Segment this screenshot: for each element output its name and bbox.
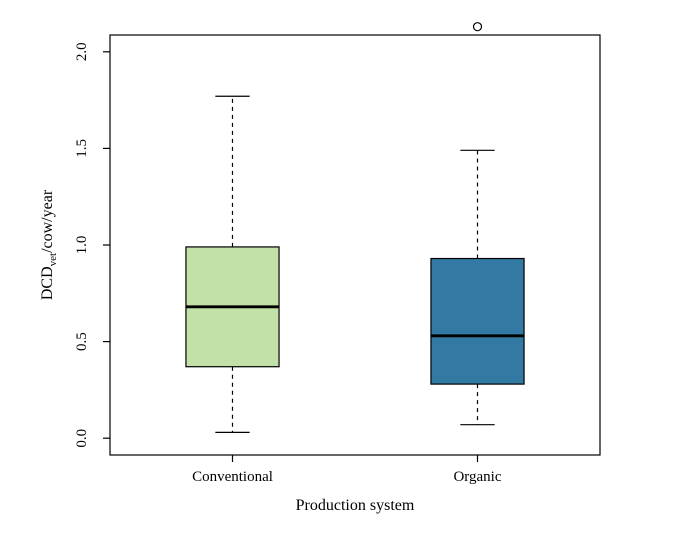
y-tick-label: 0.5 xyxy=(74,332,90,351)
y-tick-label: 1.5 xyxy=(74,139,90,158)
x-tick-label: Organic xyxy=(453,469,501,485)
box xyxy=(431,259,524,385)
x-tick-label: Conventional xyxy=(192,469,273,485)
y-tick-label: 1.0 xyxy=(74,236,90,255)
y-tick-label: 0.0 xyxy=(74,429,90,448)
chart-background xyxy=(0,0,673,547)
chart-svg: 0.00.51.01.52.0DCDvet/cow/yearConvention… xyxy=(0,0,673,547)
y-tick-label: 2.0 xyxy=(74,42,90,61)
x-axis-label: Production system xyxy=(296,497,415,514)
boxplot-chart: 0.00.51.01.52.0DCDvet/cow/yearConvention… xyxy=(0,0,673,547)
